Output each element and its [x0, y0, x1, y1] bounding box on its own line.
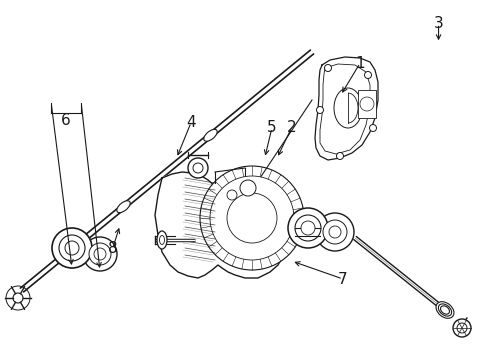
- Text: 3: 3: [434, 16, 443, 31]
- Circle shape: [200, 166, 304, 270]
- Bar: [358, 90, 376, 118]
- Circle shape: [52, 228, 92, 268]
- Ellipse shape: [188, 158, 208, 178]
- Ellipse shape: [439, 304, 452, 316]
- Ellipse shape: [441, 306, 449, 314]
- Circle shape: [316, 213, 354, 251]
- Circle shape: [227, 190, 237, 200]
- Circle shape: [369, 125, 376, 131]
- Circle shape: [59, 235, 85, 261]
- Circle shape: [324, 64, 332, 72]
- Ellipse shape: [204, 129, 217, 141]
- Circle shape: [83, 237, 117, 271]
- Circle shape: [365, 72, 371, 78]
- Text: 7: 7: [338, 271, 348, 287]
- Circle shape: [457, 323, 467, 333]
- Circle shape: [65, 241, 79, 255]
- Circle shape: [337, 153, 343, 159]
- Text: 6: 6: [61, 113, 71, 128]
- Polygon shape: [155, 172, 292, 278]
- Text: 5: 5: [267, 120, 277, 135]
- Circle shape: [94, 248, 106, 260]
- Circle shape: [240, 180, 256, 196]
- Circle shape: [295, 215, 321, 241]
- Circle shape: [317, 107, 323, 113]
- Circle shape: [301, 221, 315, 235]
- Circle shape: [288, 208, 328, 248]
- Text: 8: 8: [108, 241, 118, 256]
- Circle shape: [453, 319, 471, 337]
- Circle shape: [89, 243, 111, 265]
- Circle shape: [323, 220, 347, 244]
- Ellipse shape: [157, 231, 167, 249]
- Text: 4: 4: [186, 115, 196, 130]
- Polygon shape: [315, 57, 378, 160]
- Ellipse shape: [436, 302, 454, 318]
- Text: 2: 2: [287, 120, 296, 135]
- Circle shape: [210, 176, 294, 260]
- Ellipse shape: [117, 201, 130, 213]
- Text: 1: 1: [355, 55, 365, 71]
- Circle shape: [329, 226, 341, 238]
- Circle shape: [227, 193, 277, 243]
- Ellipse shape: [334, 88, 362, 128]
